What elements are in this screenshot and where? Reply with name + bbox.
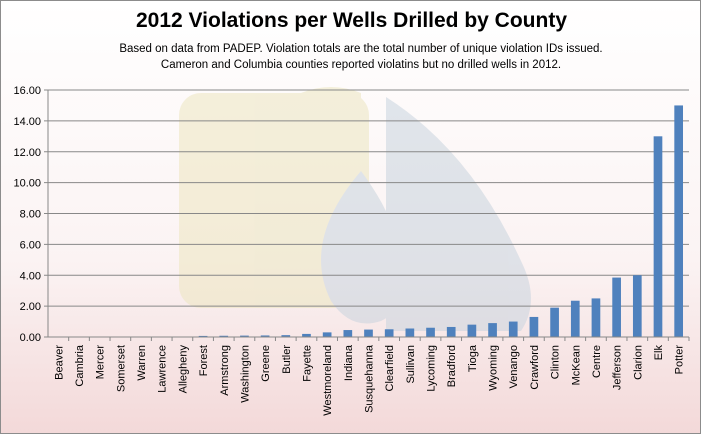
x-tick-label: Allegheny (177, 345, 189, 394)
x-tick-label: Bradford (446, 345, 458, 387)
bar (198, 335, 208, 337)
chart-subtitle: Based on data from PADEP. Violation tota… (61, 41, 661, 73)
bar (219, 335, 229, 337)
bar (488, 323, 497, 337)
chart-title: 2012 Violations per Wells Drilled by Cou… (135, 9, 567, 32)
y-tick-label: 14.00 (13, 116, 41, 128)
x-tick-label: Somerset (115, 345, 127, 392)
x-tick-label: Greene (260, 345, 272, 382)
bar (281, 335, 291, 337)
x-tick-label: Jefferson (612, 345, 624, 390)
bar (508, 321, 518, 337)
bar (364, 329, 373, 337)
bar (550, 307, 559, 337)
x-axis-labels: Beaver Cambria Mercer Somerset Warren Lawrenc… (53, 337, 690, 416)
subtitle-line-1: Based on data from PADEP. Violation tota… (119, 43, 603, 55)
x-tick-label: Sullivan (405, 345, 417, 384)
bar (405, 328, 415, 337)
bar (467, 324, 477, 337)
bars (198, 105, 684, 337)
bar (426, 327, 435, 337)
bar (632, 275, 642, 337)
x-tick-label: Armstrong (219, 345, 231, 396)
bar (446, 326, 456, 337)
bar (343, 330, 353, 337)
x-tick-label: Indiana (343, 344, 355, 381)
y-tick-label: 8.00 (20, 209, 41, 221)
bar (240, 335, 249, 337)
x-tick-label: Elk (653, 345, 665, 361)
y-tick-label: 6.00 (20, 239, 41, 251)
y-axis-ticks: 0.00 2.00 4.00 6.00 8.00 10.00 12.00 14.00 16.00 (13, 85, 41, 344)
bar (591, 298, 601, 337)
x-tick-label: Crawford (529, 345, 541, 390)
x-tick-label: McKean (570, 345, 582, 385)
x-tick-label: Lawrence (157, 345, 169, 393)
x-tick-label: Cambria (74, 344, 86, 386)
x-tick-label: Wyoming (488, 345, 500, 391)
y-tick-label: 2.00 (20, 301, 41, 313)
x-tick-label: Tioga (467, 344, 479, 372)
bar (674, 105, 684, 337)
x-tick-label: Washington (239, 345, 251, 403)
y-tick-label: 10.00 (13, 178, 41, 190)
y-tick-label: 12.00 (13, 147, 41, 159)
x-tick-label: Fayette (301, 345, 313, 382)
x-tick-label: Forest (198, 345, 210, 376)
bar (322, 332, 332, 337)
watermark-logo (179, 87, 531, 331)
subtitle-line-2: Cameron and Columbia counties reported v… (160, 59, 562, 71)
bar (384, 329, 394, 337)
x-tick-label: Mercer (95, 345, 107, 380)
gridlines (44, 89, 689, 338)
x-tick-label: Centre (591, 345, 603, 378)
y-tick-label: 4.00 (20, 270, 41, 282)
bar (570, 300, 580, 337)
y-tick-label: 0.00 (20, 332, 41, 344)
bar (612, 277, 621, 337)
bar (302, 333, 311, 337)
y-tick-label: 16.00 (13, 85, 41, 97)
x-tick-label: Potter (674, 345, 686, 375)
x-tick-label: Westmoreland (322, 345, 334, 416)
x-tick-label: Venango (508, 345, 520, 388)
bar (260, 335, 270, 337)
bar (529, 316, 539, 337)
x-tick-label: Clearfield (384, 345, 396, 391)
x-tick-label: Lycoming (426, 345, 438, 392)
x-tick-label: Warren (136, 345, 148, 381)
x-tick-label: Beaver (53, 345, 65, 380)
x-tick-label: Clarion (632, 345, 644, 380)
x-tick-label: Butler (281, 345, 293, 374)
bar (653, 136, 663, 337)
x-tick-label: Susquehanna (364, 344, 376, 413)
x-tick-label: Clinton (550, 345, 562, 379)
